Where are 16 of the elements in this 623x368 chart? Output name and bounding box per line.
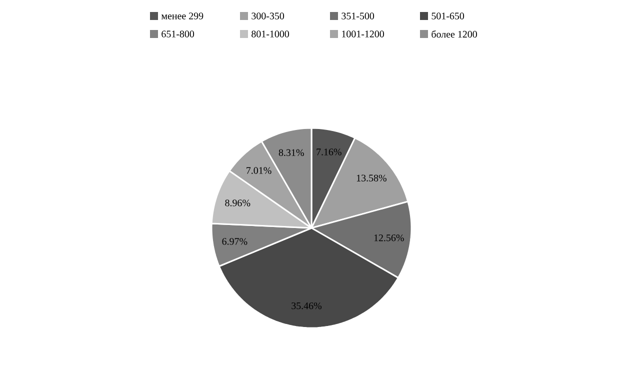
legend-label: менее 299 [161, 12, 204, 20]
data-label: 8.31% [278, 149, 304, 156]
legend-label: 651-800 [162, 30, 194, 38]
data-label: 12.56% [374, 234, 404, 242]
data-label: 7.16% [316, 148, 342, 156]
data-label: 6.97% [222, 238, 248, 245]
legend-label: 501-650 [432, 12, 464, 20]
legend-label: 351-500 [342, 12, 374, 20]
data-label: 8.96% [225, 200, 250, 206]
data-label: 7.01% [246, 167, 272, 174]
legend-label: 1001-1200 [342, 30, 384, 38]
data-label: 13.58% [356, 174, 386, 182]
legend-label: более 1200 [432, 30, 477, 38]
data-label: 35.46% [292, 302, 322, 310]
legend-label: 801-1000 [252, 30, 290, 38]
legend-label: 300-350 [252, 12, 284, 20]
